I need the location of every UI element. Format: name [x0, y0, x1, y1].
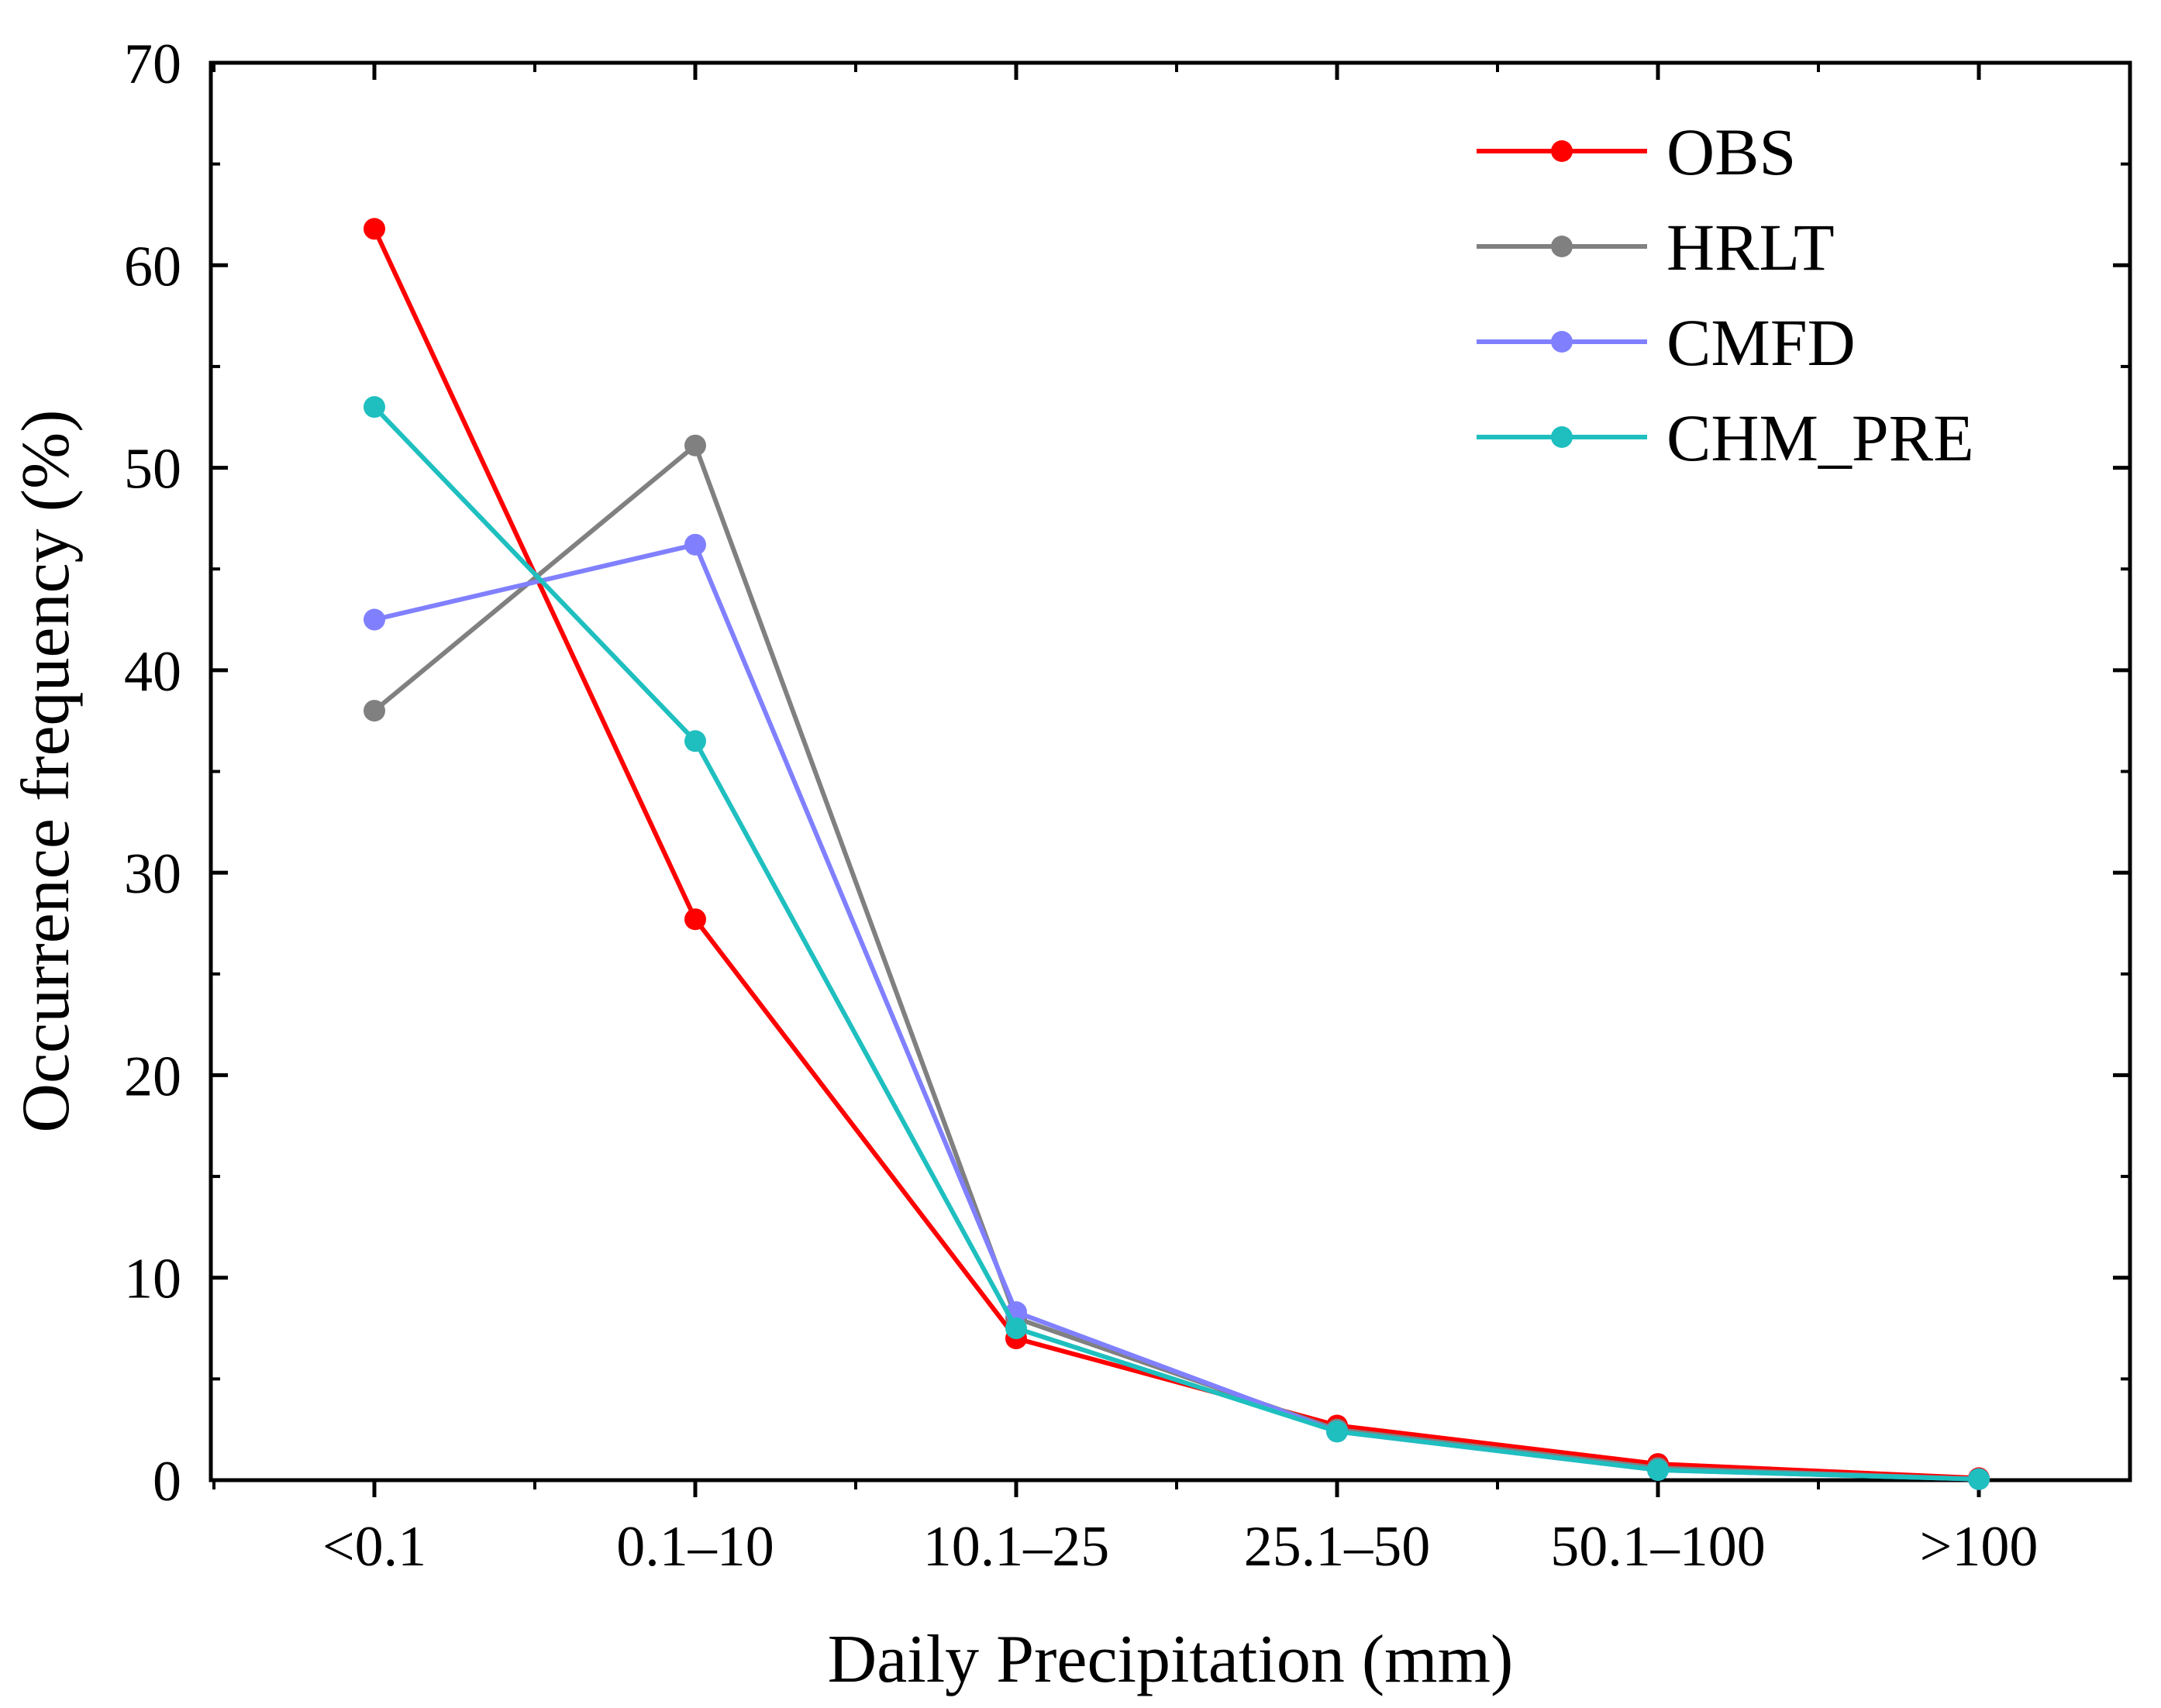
- x-axis-title: Daily Precipitation (mm): [828, 1622, 1514, 1697]
- y-tick-label: 60: [124, 235, 181, 298]
- plot-frame: [209, 60, 2132, 1482]
- data-point-chm-pre: [1326, 1420, 1348, 1443]
- series-hrlt: [364, 434, 1990, 1490]
- legend-label: OBS: [1666, 115, 1796, 189]
- legend-item-hrlt: HRLT: [1477, 210, 1835, 284]
- series-line-cmfd: [374, 542, 1980, 1482]
- x-axis: <0.1 0.1–10 10.1–25 25.1–50 50.1–100 >100: [212, 63, 2039, 1579]
- legend-label: CMFD: [1666, 305, 1856, 380]
- data-point-chm-pre: [1968, 1468, 1990, 1490]
- data-point-obs: [684, 908, 706, 931]
- data-point-hrlt: [364, 700, 385, 722]
- y-tick-label: 20: [124, 1045, 181, 1108]
- legend-swatch-marker: [1551, 331, 1573, 353]
- legend-item-chm-pre: CHM_PRE: [1477, 401, 1974, 475]
- legend-label: HRLT: [1666, 210, 1835, 284]
- data-point-hrlt: [684, 434, 706, 456]
- x-tick-label: <0.1: [322, 1515, 426, 1579]
- legend-label: CHM_PRE: [1666, 401, 1974, 475]
- data-point-cmfd: [364, 608, 385, 631]
- x-tick-label: 25.1–50: [1244, 1515, 1431, 1579]
- y-tick-label: 40: [124, 640, 181, 704]
- x-tick-label: 10.1–25: [923, 1515, 1110, 1579]
- data-point-cmfd: [684, 533, 706, 556]
- legend: OBS HRLT CMFD CHM_PRE: [1477, 115, 1974, 475]
- data-point-chm-pre: [1005, 1317, 1027, 1340]
- y-tick-label: 30: [124, 842, 181, 906]
- y-axis: 0 10 20 30 40 50 60 70: [124, 33, 2130, 1513]
- y-tick-label: 50: [124, 438, 181, 501]
- x-tick-label: 50.1–100: [1550, 1515, 1766, 1579]
- y-tick-label: 70: [124, 33, 181, 96]
- data-point-chm-pre: [1647, 1458, 1669, 1481]
- data-point-chm-pre: [684, 730, 706, 752]
- y-tick-label: 0: [153, 1450, 181, 1513]
- series-cmfd: [364, 533, 1990, 1490]
- data-point-obs: [364, 218, 385, 240]
- y-axis-title: Occurrence frequency (%): [9, 409, 84, 1132]
- legend-item-cmfd: CMFD: [1477, 305, 1856, 380]
- legend-swatch-marker: [1551, 426, 1573, 448]
- series-line-hrlt: [373, 442, 1980, 1482]
- series-chm-pre: [364, 396, 1990, 1490]
- x-tick-label: 0.1–10: [616, 1515, 774, 1579]
- x-tick-label: >100: [1920, 1515, 2039, 1579]
- y-tick-label: 10: [124, 1248, 181, 1311]
- series-layer: [364, 218, 1990, 1490]
- legend-item-obs: OBS: [1477, 115, 1796, 189]
- series-line-chm-pre: [372, 405, 1980, 1482]
- legend-swatch-marker: [1551, 140, 1573, 162]
- data-point-chm-pre: [364, 396, 385, 418]
- legend-swatch-marker: [1551, 236, 1573, 257]
